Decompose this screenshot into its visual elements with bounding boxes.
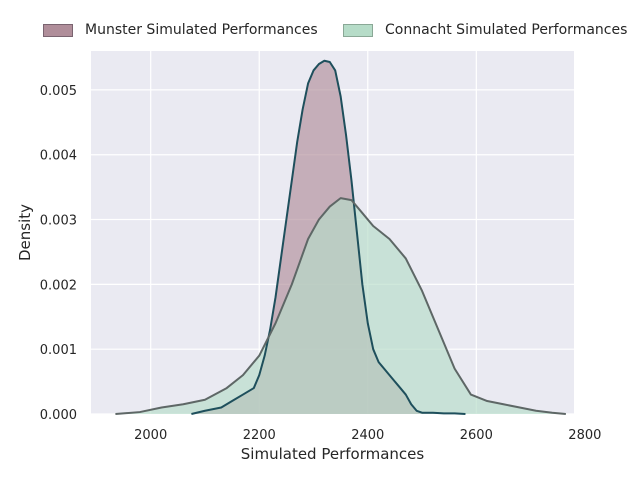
x-axis-ticks: 2000 2200 2400 2600 2800 [134, 428, 601, 443]
y-tick-label: 0.003 [40, 214, 77, 229]
legend: Munster Simulated Performances Connacht … [0, 19, 640, 41]
y-axis-label: Density [16, 204, 34, 261]
legend-item-munster: Munster Simulated Performances [43, 19, 318, 41]
x-tick-label: 2600 [460, 428, 493, 443]
x-axis-label: Simulated Performances [241, 445, 425, 463]
y-tick-label: 0.002 [40, 278, 77, 293]
y-tick-label: 0.004 [40, 149, 77, 164]
density-line-connacht [115, 197, 566, 415]
x-tick-label: 2400 [351, 428, 384, 443]
series-layer [115, 59, 566, 415]
x-tick-label: 2000 [134, 428, 167, 443]
density-line-munster [191, 59, 466, 415]
legend-label-connacht: Connacht Simulated Performances [385, 22, 628, 38]
y-tick-label: 0.000 [40, 408, 77, 423]
y-tick-label: 0.005 [40, 84, 77, 99]
legend-item-connacht: Connacht Simulated Performances [343, 19, 627, 41]
density-area-connacht [115, 198, 566, 414]
legend-label-munster: Munster Simulated Performances [85, 22, 318, 38]
y-tick-label: 0.001 [40, 343, 77, 358]
y-axis-ticks: 0.000 0.001 0.002 0.003 0.004 0.005 [40, 84, 77, 423]
legend-swatch-connacht [343, 23, 373, 37]
legend-swatch-munster [43, 23, 73, 37]
x-tick-label: 2200 [243, 428, 276, 443]
x-tick-label: 2800 [568, 428, 601, 443]
